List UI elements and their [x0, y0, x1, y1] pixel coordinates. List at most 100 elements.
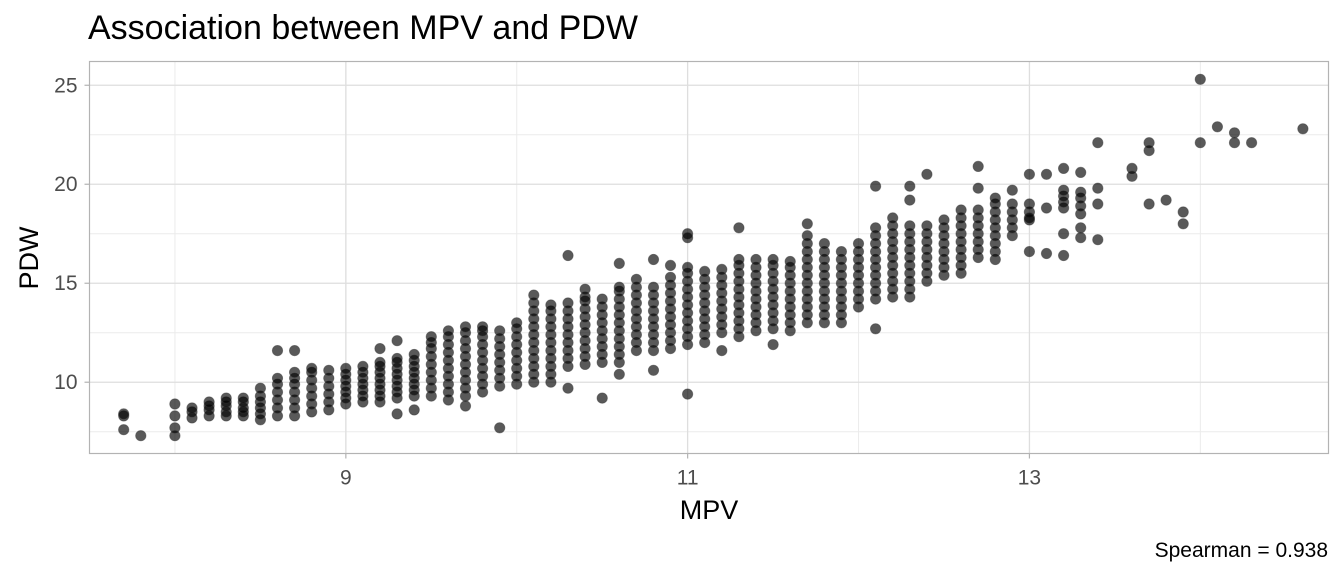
data-point — [237, 392, 249, 404]
data-point — [869, 323, 882, 335]
y-tick-label: 10 — [54, 371, 77, 394]
data-point — [1040, 247, 1053, 260]
data-point — [784, 255, 796, 268]
data-point — [306, 362, 318, 374]
data-point — [1194, 73, 1206, 85]
y-tick-label: 20 — [54, 173, 77, 196]
data-point — [699, 265, 711, 277]
data-point — [887, 212, 899, 224]
x-axis-title: MPV — [680, 495, 739, 525]
data-point — [357, 360, 369, 372]
data-point — [408, 404, 420, 416]
chart-title: Association between MPV and PDW — [88, 9, 638, 47]
data-point — [254, 382, 266, 394]
data-point — [1160, 194, 1172, 206]
data-point — [135, 430, 147, 442]
data-point — [1092, 234, 1104, 246]
data-point — [340, 362, 352, 374]
data-point — [1177, 206, 1189, 218]
data-point — [118, 408, 130, 420]
data-point — [972, 182, 984, 194]
data-point — [596, 293, 608, 305]
data-point — [1297, 123, 1309, 135]
data-point — [391, 408, 403, 420]
y-tick-label: 15 — [54, 272, 77, 295]
data-point — [1211, 121, 1224, 133]
data-point — [664, 271, 677, 283]
data-point — [716, 344, 728, 357]
data-point — [904, 220, 916, 232]
data-point — [1143, 145, 1155, 157]
data-point — [835, 246, 848, 258]
data-point — [613, 368, 625, 380]
data-point — [733, 222, 745, 234]
y-axis-title: PDW — [14, 226, 44, 290]
data-point — [169, 398, 181, 410]
data-point — [1126, 170, 1138, 182]
data-point — [1177, 218, 1189, 230]
data-point — [220, 392, 232, 404]
data-point — [647, 281, 660, 293]
data-point — [852, 238, 865, 250]
data-point — [1075, 166, 1087, 178]
data-point — [528, 289, 540, 301]
data-point — [562, 249, 574, 262]
data-point — [391, 335, 403, 347]
chart-caption: Spearman = 0.938 — [1155, 539, 1328, 562]
data-point — [562, 297, 574, 309]
y-axis-ticks: 10 15 20 25 — [54, 74, 90, 394]
data-point — [938, 214, 950, 226]
data-point — [1075, 222, 1087, 234]
data-point — [459, 321, 472, 333]
x-tick-label: 13 — [1018, 467, 1041, 490]
data-point — [425, 331, 437, 343]
data-point — [801, 218, 813, 230]
data-point — [972, 204, 984, 216]
data-point — [1228, 137, 1241, 149]
data-point — [545, 299, 557, 311]
data-point — [459, 400, 472, 412]
data-point — [750, 253, 762, 266]
data-point — [1023, 168, 1036, 180]
data-point — [869, 180, 882, 192]
x-tick-label: 11 — [677, 467, 699, 490]
data-point — [681, 261, 694, 273]
data-point — [767, 338, 779, 351]
x-axis-ticks: 9 11 13 — [340, 453, 1041, 490]
data-point — [118, 424, 130, 436]
data-point — [681, 232, 694, 244]
data-point — [1228, 127, 1241, 139]
data-points — [118, 73, 1309, 442]
data-point — [596, 392, 608, 404]
x-tick-label: 9 — [340, 467, 352, 490]
data-point — [511, 317, 523, 329]
data-point — [271, 372, 284, 384]
data-point — [494, 325, 506, 337]
data-point — [1040, 168, 1053, 180]
data-point — [1194, 137, 1206, 149]
data-point — [664, 259, 677, 271]
data-point — [494, 422, 506, 434]
y-tick-label: 25 — [54, 74, 77, 97]
data-point — [408, 348, 420, 361]
data-point — [767, 253, 779, 266]
data-point — [1023, 246, 1036, 258]
data-point — [955, 204, 967, 216]
data-point — [1075, 232, 1087, 244]
data-point — [1058, 162, 1070, 174]
data-point — [869, 222, 882, 234]
data-point — [288, 344, 301, 357]
data-point — [374, 356, 386, 368]
data-point — [579, 283, 591, 295]
data-point — [562, 382, 574, 394]
data-point — [169, 430, 181, 442]
data-point — [630, 273, 643, 285]
data-point — [203, 396, 215, 408]
data-point — [1058, 249, 1070, 262]
data-point — [1075, 186, 1087, 198]
data-point — [613, 281, 625, 293]
data-point — [1092, 137, 1104, 149]
data-point — [186, 402, 198, 414]
data-point — [904, 180, 916, 192]
